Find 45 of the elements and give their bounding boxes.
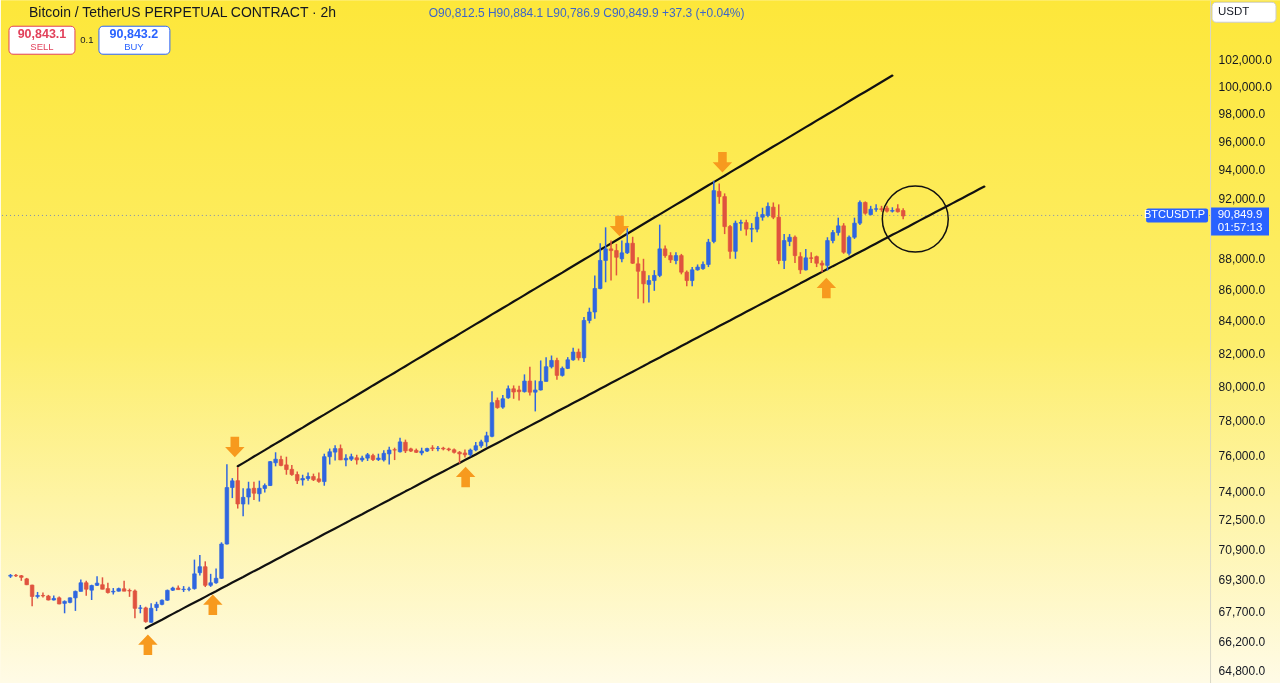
y-tick-label: 74,000.0 xyxy=(1218,485,1266,500)
candlestick xyxy=(251,481,257,501)
y-tick-label: 94,000.0 xyxy=(1218,163,1266,178)
y-tick-label: 78,000.0 xyxy=(1218,414,1266,429)
candlestick xyxy=(203,560,208,588)
y-tick-label: 70,900.0 xyxy=(1218,542,1266,557)
y-tick-label: 92,000.0 xyxy=(1218,192,1266,206)
y-tick-label: 66,200.0 xyxy=(1218,634,1266,649)
text: USDT xyxy=(1218,5,1250,18)
annotation: BUY xyxy=(124,41,145,53)
y-tick-label: 82,000.0 xyxy=(1218,346,1266,361)
candlestick xyxy=(798,251,803,275)
y-tick-label: 98,000.0 xyxy=(1218,106,1266,121)
candlestick xyxy=(435,445,441,452)
annotation: O90,812.5 H90,884.1 L90,786.9 C90,849.9 +37.3 (+0.04%) xyxy=(428,6,745,21)
candlestick xyxy=(522,373,527,394)
y-tick-label: 64,800.0 xyxy=(1218,663,1266,678)
y-tick-label: 80,000.0 xyxy=(1218,380,1266,395)
y-tick-label: 86,000.0 xyxy=(1218,282,1266,297)
candlestick xyxy=(803,248,808,272)
annotation: SELL xyxy=(30,41,54,53)
y-tick-label: 88,000.0 xyxy=(1218,251,1266,266)
candlestick xyxy=(527,365,533,397)
annotation: 90,843.2 xyxy=(109,27,159,42)
y-tick-label: 100,000.0 xyxy=(1218,79,1273,94)
y-tick-label: 84,000.0 xyxy=(1218,314,1266,329)
candlestick xyxy=(197,554,202,577)
y-tick-label: 76,000.0 xyxy=(1218,449,1266,464)
ref-line-label: BTCUSDT.P xyxy=(1144,208,1206,221)
y-tick-label: 67,700.0 xyxy=(1218,604,1266,619)
candlestick xyxy=(235,466,240,510)
candlestick xyxy=(149,602,154,624)
line-series xyxy=(144,185,986,630)
y-tick-label: 102,000.0 xyxy=(1218,53,1273,68)
text: 01:57:13 xyxy=(1217,221,1263,234)
chart-title: Bitcoin / TetherUS PERPETUAL CONTRACT · 2h xyxy=(28,4,337,21)
candlestick xyxy=(792,234,798,264)
y-tick-label: 96,000.0 xyxy=(1218,134,1266,149)
text: 90,849.9 xyxy=(1217,208,1263,221)
annotation: 0.1 xyxy=(80,34,94,46)
y-tick-label: 72,500.0 xyxy=(1218,512,1266,527)
candlestick xyxy=(554,357,560,381)
line-series xyxy=(236,74,894,468)
y-tick-label: 69,300.0 xyxy=(1218,573,1266,588)
annotation: 90,843.1 xyxy=(17,27,67,42)
